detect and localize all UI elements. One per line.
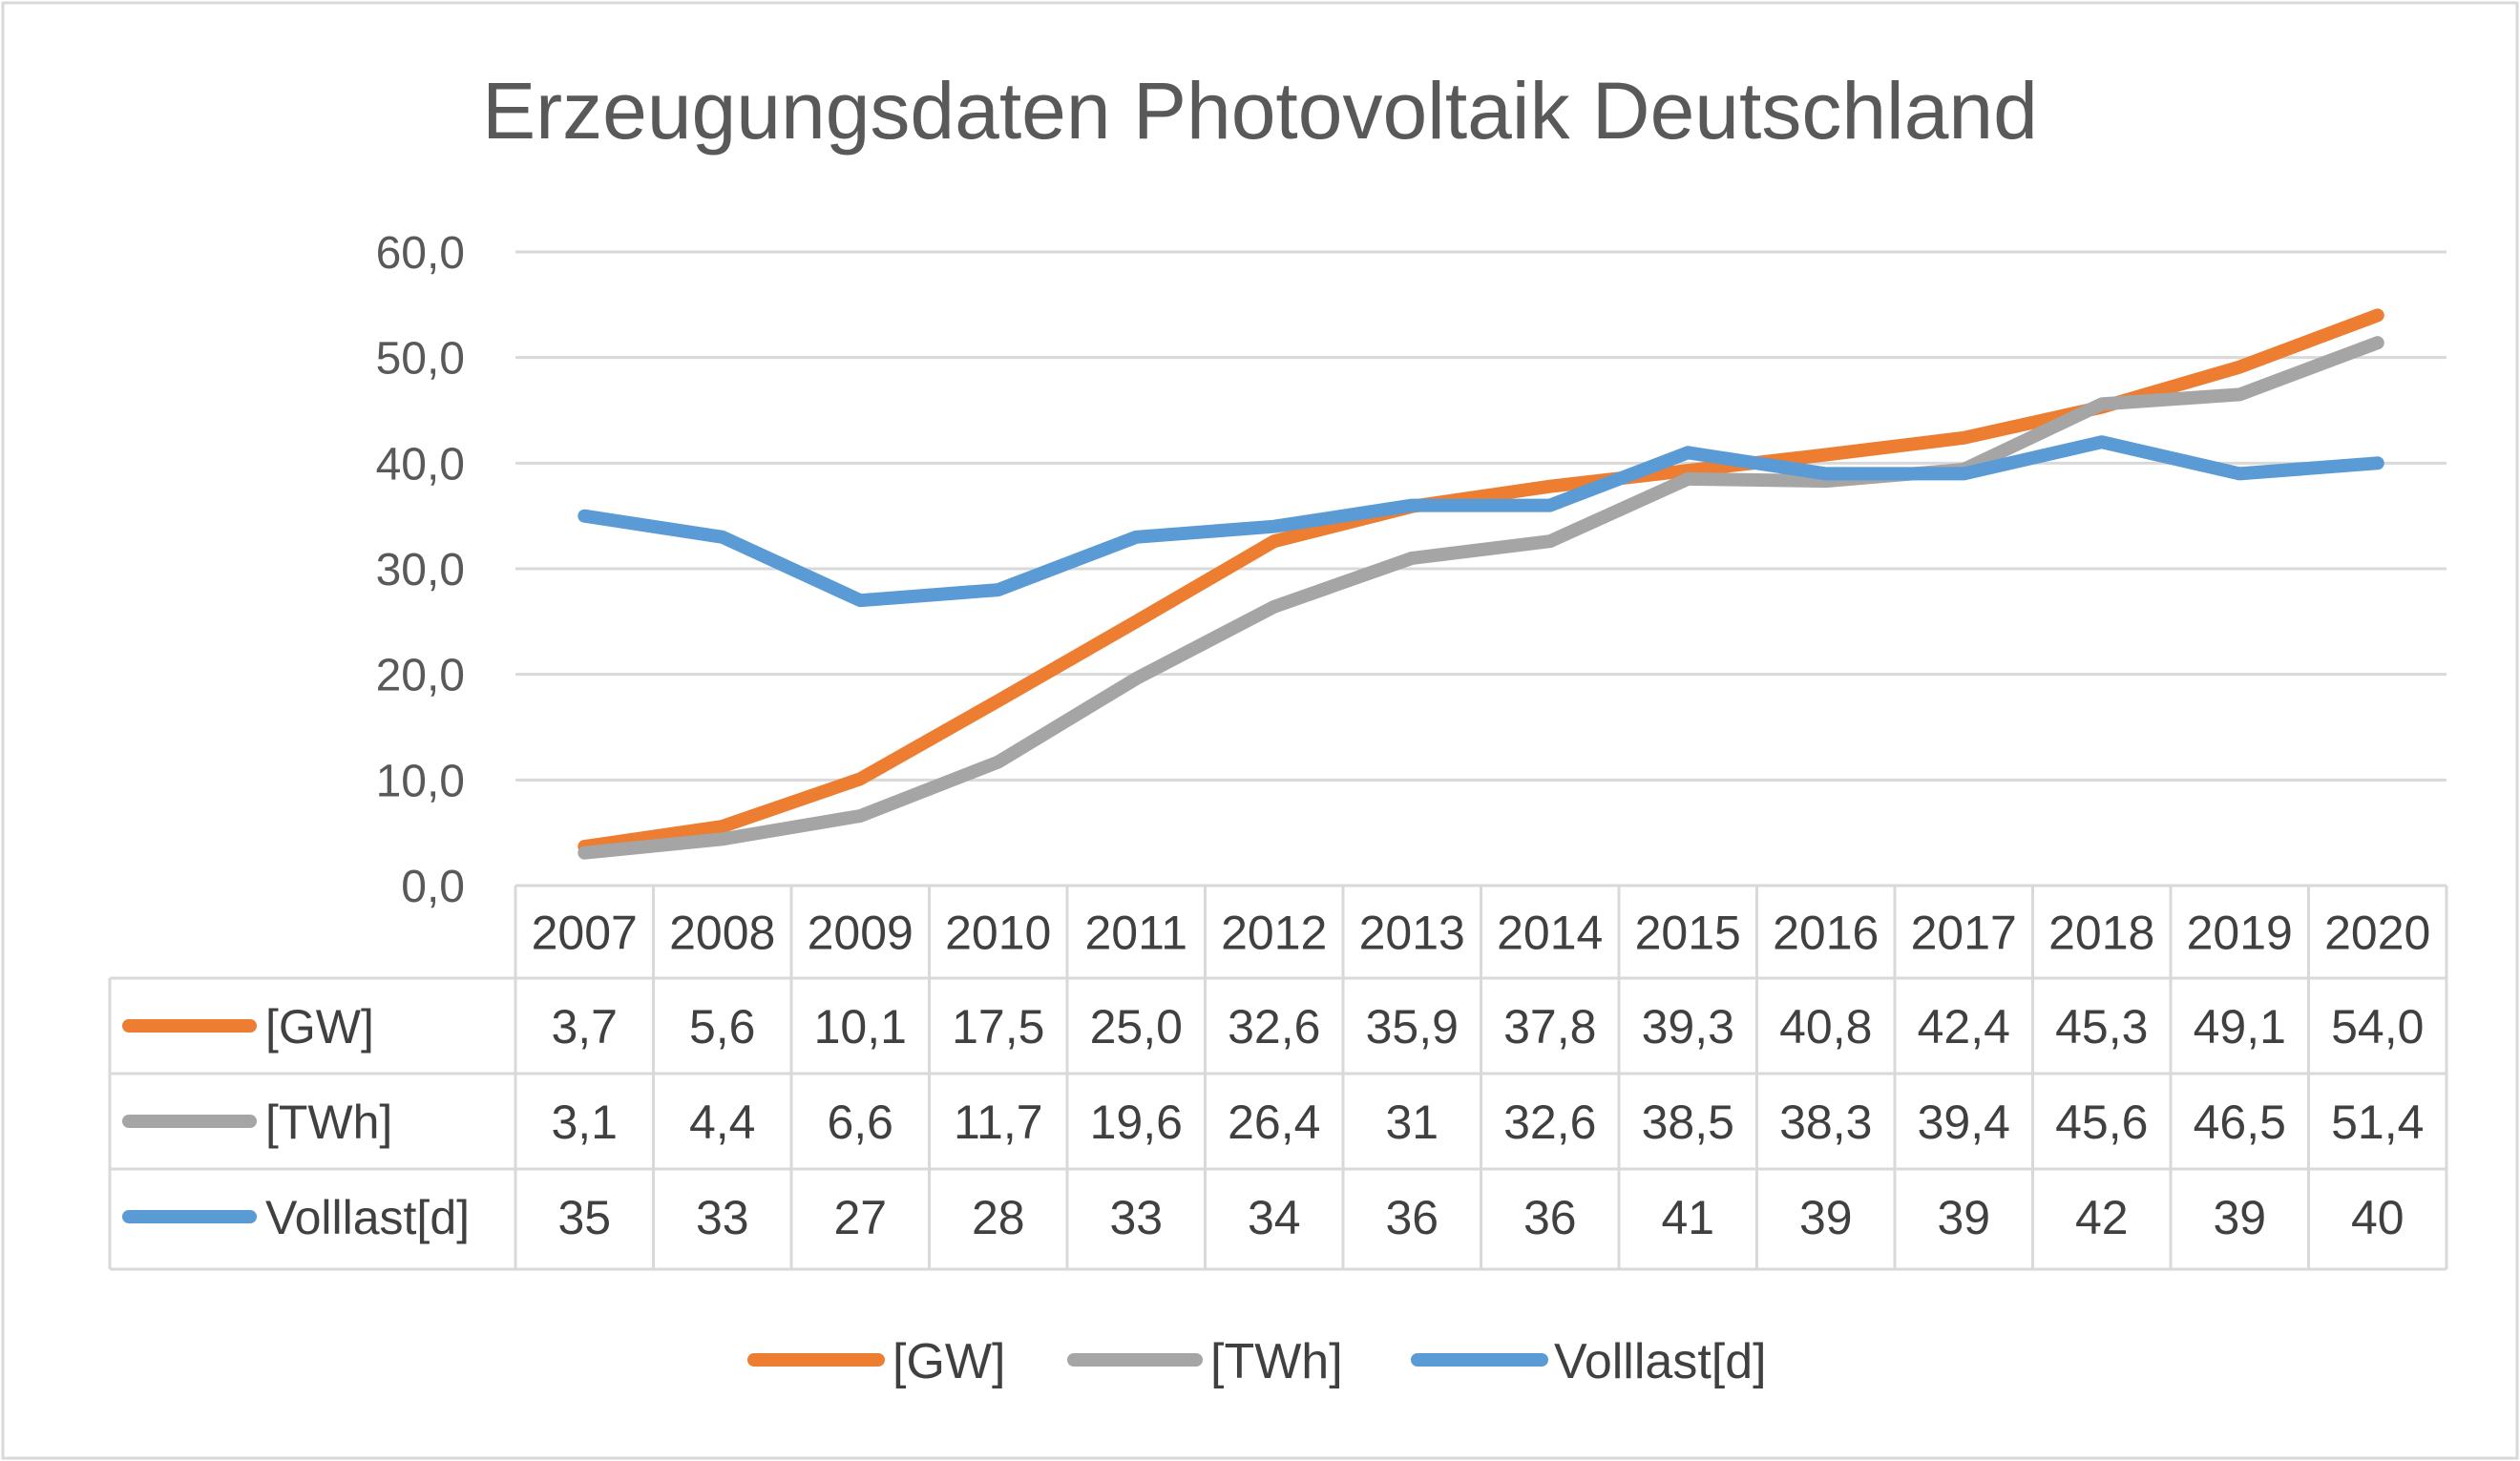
x-category-label: 2009	[808, 907, 914, 960]
table-cell-value: 38,3	[1779, 1096, 1872, 1149]
data-table-grid	[108, 884, 2448, 1271]
table-cell-value: 10,1	[814, 1000, 907, 1054]
x-category-label: 2010	[945, 907, 1051, 960]
table-cell-value: 46,5	[2194, 1096, 2286, 1149]
table-cell-value: 25,0	[1090, 1000, 1183, 1054]
legend-label: [GW]	[892, 1334, 1005, 1389]
series-line-1	[578, 336, 2384, 860]
table-cell-value: 41	[1661, 1191, 1714, 1244]
table-row-label: Volllast[d]	[265, 1191, 470, 1244]
table-cell-value: 32,6	[1503, 1096, 1596, 1149]
table-cell-value: 19,6	[1090, 1096, 1183, 1149]
table-row-label: [GW]	[265, 1000, 374, 1054]
table-cell-value: 39,4	[1918, 1096, 2010, 1149]
legend-item: [GW]	[747, 1334, 1005, 1389]
chart-title: Erzeugungsdaten Photovoltaik Deutschland	[482, 66, 2038, 156]
table-cell-value: 28	[972, 1191, 1025, 1244]
table-cell-value: 38,5	[1642, 1096, 1734, 1149]
legend-item: Volllast[d]	[1411, 1334, 1767, 1389]
table-cell-value: 35	[557, 1191, 611, 1244]
y-tick-label: 20,0	[376, 651, 465, 701]
y-axis-ticks: 0,0 10,0 20,0 30,0 40,0 50,0 60,0	[376, 228, 465, 912]
y-tick-label: 30,0	[376, 545, 465, 595]
x-category-label: 2016	[1773, 907, 1879, 960]
y-tick-label: 50,0	[376, 334, 465, 385]
legend-label: [TWh]	[1210, 1334, 1343, 1389]
data-table-rows: [GW] 3,7 5,6 10,1 17,5 25,0 32,6 35,9 37,8 39,3 40…	[122, 1000, 2424, 1244]
table-cell-value: 36	[1385, 1191, 1438, 1244]
y-tick-label: 40,0	[376, 439, 465, 490]
table-cell-value: 4,4	[689, 1096, 756, 1149]
table-cell-value: 42,4	[1918, 1000, 2010, 1054]
x-category-label: 2015	[1635, 907, 1741, 960]
x-category-label: 2012	[1221, 907, 1327, 960]
x-category-label: 2017	[1911, 907, 2017, 960]
x-category-label: 2011	[1084, 907, 1187, 960]
x-axis-categories: 2007 2008 2009 2010 2011 2012 2013 2014 2015 2016…	[532, 907, 2431, 960]
x-category-label: 2019	[2187, 907, 2293, 960]
table-row: [TWh] 3,1 4,4 6,6 11,7 19,6 26,4 31 32,6 38,5 38,3…	[122, 1096, 2424, 1149]
legend: [GW] [TWh] Volllast[d]	[747, 1334, 1767, 1389]
table-cell-value: 3,1	[551, 1096, 618, 1149]
table-cell-value: 17,5	[952, 1000, 1044, 1054]
table-cell-value: 33	[696, 1191, 749, 1244]
table-cell-value: 26,4	[1228, 1096, 1320, 1149]
x-category-label: 2018	[2048, 907, 2154, 960]
table-cell-value: 39	[1799, 1191, 1853, 1244]
table-cell-value: 34	[1248, 1191, 1301, 1244]
table-cell-value: 36	[1523, 1191, 1577, 1244]
table-cell-value: 45,6	[2055, 1096, 2148, 1149]
series-lines	[578, 308, 2384, 860]
y-tick-label: 0,0	[401, 862, 465, 912]
table-cell-value: 39	[1937, 1191, 1990, 1244]
x-category-label: 2014	[1497, 907, 1603, 960]
x-category-label: 2008	[669, 907, 775, 960]
table-cell-value: 35,9	[1366, 1000, 1459, 1054]
table-row-label: [TWh]	[265, 1096, 392, 1149]
y-tick-label: 10,0	[376, 756, 465, 806]
table-row: [GW] 3,7 5,6 10,1 17,5 25,0 32,6 35,9 37,8 39,3 40…	[122, 1000, 2424, 1054]
table-cell-value: 11,7	[954, 1096, 1043, 1149]
table-cell-value: 42	[2075, 1191, 2129, 1244]
table-row: Volllast[d] 35 33 27 28 33 34 36 36 41 39 39 42 39 40	[122, 1191, 2404, 1244]
x-category-label: 2013	[1359, 907, 1465, 960]
table-cell-value: 39	[2213, 1191, 2266, 1244]
table-cell-value: 39,3	[1642, 1000, 1734, 1054]
table-cell-value: 37,8	[1503, 1000, 1596, 1054]
legend-item: [TWh]	[1067, 1334, 1343, 1389]
y-tick-label: 60,0	[376, 228, 465, 279]
table-cell-value: 31	[1385, 1096, 1438, 1149]
x-category-label: 2007	[532, 907, 638, 960]
series-line-2	[578, 435, 2384, 608]
table-cell-value: 54,0	[2331, 1000, 2424, 1054]
table-cell-value: 49,1	[2194, 1000, 2286, 1054]
table-cell-value: 40,8	[1779, 1000, 1872, 1054]
table-cell-value: 3,7	[551, 1000, 618, 1054]
table-cell-value: 45,3	[2055, 1000, 2148, 1054]
table-cell-value: 40	[2351, 1191, 2404, 1244]
table-cell-value: 27	[833, 1191, 887, 1244]
legend-label: Volllast[d]	[1554, 1334, 1767, 1389]
table-cell-value: 6,6	[827, 1096, 893, 1149]
x-category-label: 2020	[2324, 907, 2430, 960]
table-cell-value: 32,6	[1228, 1000, 1320, 1054]
table-cell-value: 51,4	[2331, 1096, 2424, 1149]
table-cell-value: 5,6	[689, 1000, 756, 1054]
table-cell-value: 33	[1109, 1191, 1163, 1244]
